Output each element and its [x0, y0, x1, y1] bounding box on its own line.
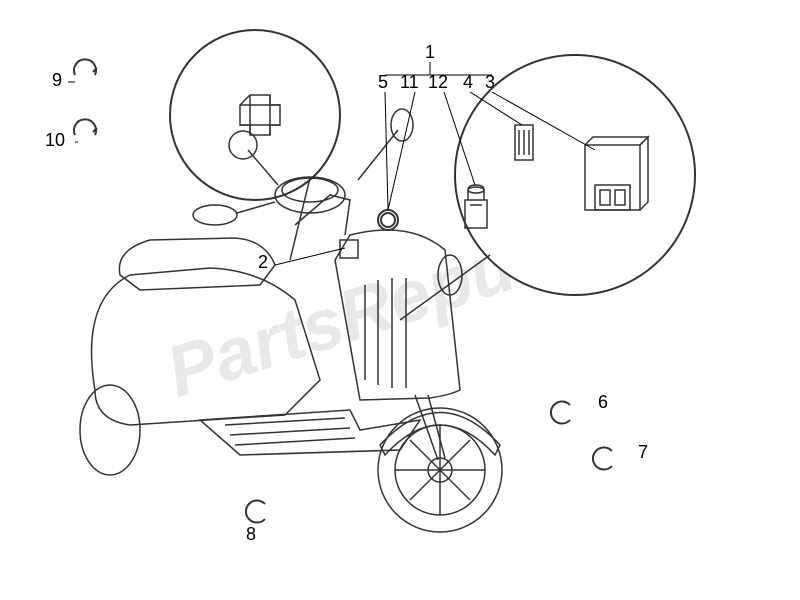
clip-6 [551, 402, 570, 424]
parts-diagram [0, 0, 800, 600]
detail-circle-right [455, 55, 695, 295]
clip-8 [246, 501, 265, 523]
clip-10 [74, 119, 97, 135]
clip-7 [593, 447, 612, 469]
clip-9 [74, 59, 97, 75]
clip-11 [378, 210, 398, 230]
detail-circle-left [170, 30, 340, 200]
